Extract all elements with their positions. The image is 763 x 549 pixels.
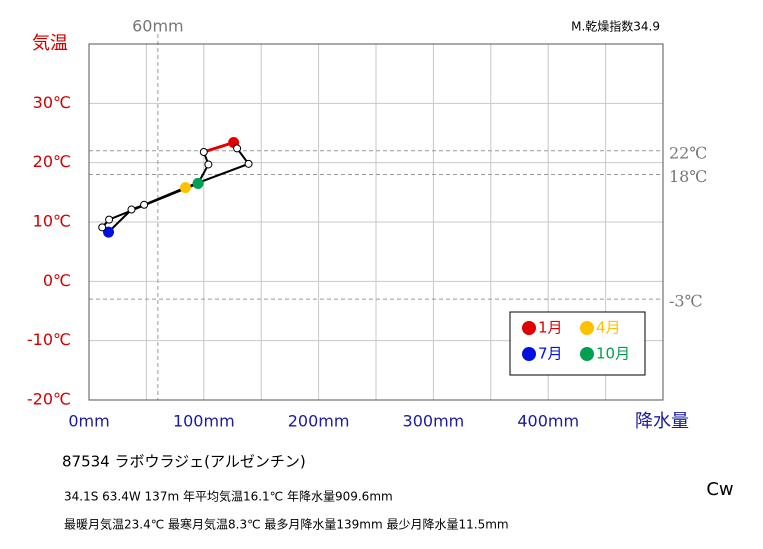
legend-marker <box>580 321 594 335</box>
info-line: 34.1S 63.4W 137m 年平均気温16.1℃ 年降水量909.6mm <box>64 489 393 504</box>
climate-class: Cw <box>706 479 733 500</box>
y-tick-label: -20℃ <box>27 390 71 409</box>
point <box>179 182 191 194</box>
station: 87534 ラボウラジェ(アルゼンチン) <box>62 453 306 471</box>
y-tick-label: 30℃ <box>33 93 71 112</box>
point <box>98 223 107 232</box>
point <box>105 215 114 224</box>
reference-label: 22℃ <box>669 143 707 162</box>
aridity-index: M.乾燥指数34.9 <box>571 19 660 34</box>
legend-marker <box>522 321 536 335</box>
plot-frame <box>88 43 664 401</box>
x-tick-label: 300mm <box>403 412 465 431</box>
point <box>244 159 253 168</box>
y-tick-label: 0℃ <box>43 271 71 290</box>
legend-marker <box>580 347 594 361</box>
legend-label: 7月 <box>538 345 563 363</box>
reference-label: -3℃ <box>669 292 702 311</box>
y-tick-label: 20℃ <box>33 152 71 171</box>
legend-label: 4月 <box>596 319 621 337</box>
x-axis-title: 降水量 <box>635 411 689 432</box>
x-tick-label: 200mm <box>288 412 350 431</box>
reference-label: 60mm <box>132 17 184 36</box>
x-tick-label: 400mm <box>517 412 579 431</box>
legend-label: 1月 <box>538 319 563 337</box>
y-axis-title: 気温 <box>32 33 68 54</box>
point <box>140 200 149 209</box>
point <box>127 205 136 214</box>
y-tick-label: 10℃ <box>33 212 71 231</box>
point <box>103 226 115 238</box>
point <box>204 160 213 169</box>
y-tick-label: -10℃ <box>27 330 71 349</box>
point <box>199 147 208 156</box>
legend-label: 10月 <box>596 345 630 363</box>
point <box>233 144 242 153</box>
info-line: 最暖月気温23.4℃ 最寒月気温8.3℃ 最多月降水量139mm 最少月降水量1… <box>64 517 509 532</box>
legend-marker <box>522 347 536 361</box>
x-tick-label: 100mm <box>173 412 235 431</box>
x-tick-label: 0mm <box>68 412 109 431</box>
reference-label: 18℃ <box>669 167 707 186</box>
point <box>192 177 204 189</box>
